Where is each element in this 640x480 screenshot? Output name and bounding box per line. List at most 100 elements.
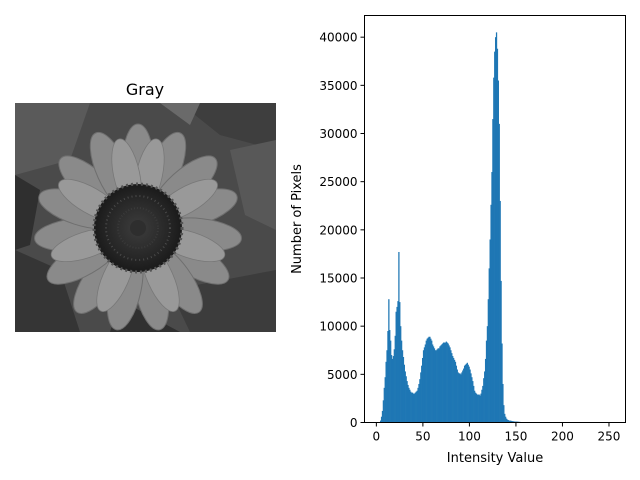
- histogram-bar: [389, 330, 391, 423]
- histogram-bar: [396, 306, 398, 423]
- histogram-bar: [425, 340, 427, 423]
- histogram-bar: [388, 299, 390, 423]
- histogram-bar: [414, 392, 416, 423]
- histogram-bar: [406, 381, 408, 423]
- histogram-bar: [491, 172, 493, 423]
- histogram-bar: [502, 383, 504, 423]
- histogram-bar: [433, 348, 436, 423]
- histogram-bar: [409, 389, 411, 423]
- histogram-bar: [490, 204, 492, 423]
- y-tick-label: 40000: [319, 31, 357, 45]
- histogram-bar: [458, 373, 460, 423]
- histogram-bar: [505, 416, 507, 423]
- histogram-bar: [403, 364, 405, 423]
- histogram-bar: [435, 350, 437, 423]
- y-axis-label: Number of Pixels: [290, 164, 305, 274]
- histogram-bar: [419, 379, 421, 423]
- histogram-bar: [402, 356, 405, 423]
- histogram-bar: [452, 356, 454, 423]
- histogram-bar: [434, 350, 437, 423]
- histogram-bar: [468, 366, 470, 423]
- y-tick-label: 5000: [327, 368, 358, 382]
- histogram-bar: [470, 373, 472, 423]
- histogram-bar: [479, 395, 481, 423]
- histogram-bar: [505, 418, 508, 423]
- histogram-bar: [429, 336, 431, 423]
- y-tick-label: 25000: [319, 175, 357, 189]
- axes-frame: [364, 15, 626, 423]
- histogram-bar: [387, 330, 389, 423]
- histogram-bar: [428, 336, 430, 423]
- histogram-bar: [467, 364, 469, 423]
- sunflower-image: [15, 103, 276, 332]
- histogram-bar: [449, 347, 451, 423]
- histogram-bar: [489, 239, 491, 423]
- histogram-bar: [427, 337, 429, 423]
- histogram-bar: [421, 365, 423, 423]
- histogram-bar: [474, 390, 476, 423]
- histogram-bar: [498, 123, 500, 423]
- histogram-bar: [463, 368, 465, 423]
- histogram-bar: [399, 302, 401, 423]
- histogram-bar: [461, 372, 463, 423]
- histogram-bar: [386, 350, 388, 423]
- histogram-bar: [500, 280, 502, 423]
- histogram-bar: [495, 37, 497, 423]
- histogram-bar: [504, 413, 506, 423]
- histogram-bar: [488, 268, 490, 423]
- histogram-bar: [441, 344, 443, 423]
- histogram-bar: [407, 384, 409, 423]
- histogram-bar: [404, 371, 406, 423]
- histogram-bar: [405, 376, 407, 423]
- histogram-bar: [472, 381, 474, 423]
- histogram-bar: [493, 77, 495, 423]
- y-tick-label: 35000: [319, 79, 357, 93]
- histogram-bar: [442, 342, 445, 423]
- histogram-bar: [401, 340, 403, 423]
- histogram-bar: [507, 420, 510, 423]
- histogram-bar: [511, 421, 513, 423]
- histogram-bar: [483, 378, 485, 423]
- histogram-bar: [408, 387, 410, 423]
- histogram-bar: [393, 349, 395, 423]
- histogram-bar: [446, 342, 448, 423]
- histogram-bar: [412, 393, 415, 423]
- histogram-bar: [439, 346, 441, 423]
- histogram-bar: [438, 348, 440, 423]
- x-tick-label: 100: [458, 430, 481, 444]
- histogram-bar: [444, 342, 447, 423]
- histogram-bar: [485, 340, 488, 423]
- histogram-bar: [448, 345, 450, 423]
- histogram-bar: [513, 421, 515, 423]
- histogram-bar: [382, 400, 385, 423]
- histogram-bar: [395, 311, 397, 423]
- histogram-bar: [499, 200, 501, 423]
- x-tick-label: 200: [551, 430, 574, 444]
- histogram-bar: [390, 340, 392, 423]
- histogram-bar: [384, 377, 386, 423]
- histogram-bar: [462, 370, 464, 423]
- histogram-bar: [456, 369, 458, 423]
- histogram-bar: [497, 80, 499, 423]
- histogram-bar: [415, 391, 417, 423]
- y-tick-label: 0: [350, 416, 358, 430]
- histogram-bar: [482, 385, 484, 423]
- histogram-axes: 0 50 100 150 200 250 0 5000 10000 15000 20000 2500…: [290, 15, 626, 466]
- x-tick-label: 250: [598, 430, 621, 444]
- x-tick-label: 50: [415, 430, 430, 444]
- histogram-bar: [445, 341, 447, 423]
- histogram-bar: [421, 357, 424, 423]
- histogram-bar: [477, 394, 479, 423]
- histogram-bar: [430, 338, 432, 423]
- histogram-bar: [501, 343, 503, 423]
- histogram-bar: [509, 420, 511, 423]
- x-axis-label: Intensity Value: [447, 451, 543, 466]
- histogram-bar: [436, 349, 438, 423]
- histogram-bar: [464, 364, 467, 423]
- histogram-bar: [510, 420, 512, 423]
- histogram-bar: [383, 387, 385, 423]
- histogram-bar: [398, 251, 400, 423]
- histogram-bar: [453, 359, 456, 423]
- histogram-bar: [400, 326, 402, 423]
